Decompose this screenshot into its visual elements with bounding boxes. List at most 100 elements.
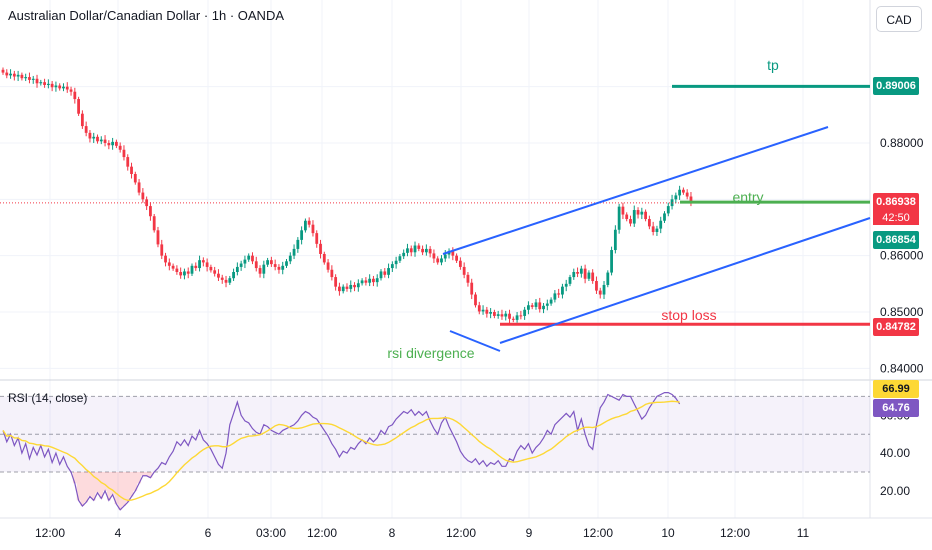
candle-body-142 — [538, 302, 542, 310]
channel-upper-line — [442, 126, 829, 255]
candle-body-56 — [213, 270, 217, 274]
candle-body-121 — [458, 260, 462, 267]
candle-body-25 — [96, 136, 99, 142]
candle-body-7 — [28, 77, 31, 80]
candle-body-138 — [523, 309, 527, 316]
candle-body-175 — [663, 213, 666, 221]
candle-body-57 — [217, 273, 220, 278]
candle-body-181 — [685, 192, 689, 197]
candle-body-130 — [493, 312, 496, 316]
candle-body-22 — [84, 126, 88, 133]
candle-body-86 — [326, 262, 330, 270]
candle-body-102 — [387, 268, 390, 275]
time-tick-3: 03:00 — [256, 526, 286, 540]
candle-body-72 — [273, 264, 277, 267]
candle-body-67 — [254, 261, 258, 269]
candle-body-174 — [659, 220, 663, 229]
candle-body-109 — [413, 245, 417, 253]
candle-body-180 — [682, 189, 685, 193]
time-tick-7: 9 — [526, 526, 533, 540]
candle-body-134 — [508, 313, 511, 319]
candle-body-21 — [80, 113, 84, 127]
candle-body-170 — [644, 211, 647, 220]
candle-body-47 — [179, 272, 183, 276]
candle-body-107 — [406, 248, 409, 253]
candle-body-66 — [251, 255, 254, 262]
rsi-value-tag: 66.99 — [873, 380, 919, 398]
candle-body-108 — [409, 248, 413, 253]
candle-body-46 — [175, 268, 179, 273]
candle-body-103 — [390, 264, 394, 269]
candle-body-61 — [232, 272, 235, 279]
currency-button[interactable]: CAD — [876, 6, 922, 32]
rsi-tick-1: 40.00 — [880, 446, 910, 460]
candle-body-89 — [338, 286, 341, 292]
candle-body-80 — [304, 220, 307, 231]
candle-body-9 — [35, 78, 39, 84]
candle-body-4 — [16, 74, 20, 77]
candle-body-20 — [77, 99, 80, 114]
candle-body-26 — [99, 139, 103, 142]
time-tick-10: 12:00 — [720, 526, 750, 540]
candle-body-30 — [115, 141, 118, 146]
candle-body-38 — [145, 199, 149, 207]
candle-body-84 — [319, 243, 322, 254]
candle-body-44 — [167, 262, 171, 266]
candle-body-77 — [292, 248, 296, 256]
candle-body-1 — [5, 72, 9, 76]
candle-body-140 — [530, 305, 534, 307]
candle-body-148 — [561, 286, 564, 295]
candle-body-146 — [553, 293, 557, 300]
candle-body-112 — [424, 248, 428, 253]
candle-body-166 — [629, 219, 632, 224]
candle-body-160 — [606, 272, 610, 285]
candle-body-17 — [65, 86, 69, 90]
candle-body-11 — [43, 82, 46, 85]
time-tick-4: 12:00 — [307, 526, 337, 540]
candle-body-88 — [334, 277, 338, 287]
candle-body-14 — [54, 85, 58, 88]
candle-body-137 — [519, 315, 523, 317]
candle-body-28 — [107, 143, 111, 146]
candle-body-69 — [262, 264, 266, 274]
channel-lower-line — [499, 217, 871, 344]
candle-body-31 — [118, 145, 122, 150]
candle-body-42 — [160, 244, 164, 256]
candle-body-132 — [500, 314, 504, 317]
price-tick-1: 0.86000 — [880, 249, 924, 263]
candle-body-40 — [152, 216, 156, 231]
candle-body-169 — [640, 211, 644, 215]
time-tick-11: 11 — [797, 526, 810, 540]
candle-body-159 — [602, 284, 606, 295]
candle-body-37 — [141, 192, 145, 200]
trade-levels — [0, 84, 871, 352]
candle-body-182 — [689, 196, 693, 203]
candle-body-98 — [372, 278, 375, 283]
candle-body-27 — [103, 139, 107, 143]
candle-body-131 — [496, 314, 500, 316]
time-tick-5: 8 — [389, 526, 396, 540]
rsi-title: RSI (14, close) — [8, 391, 88, 405]
candle-body-145 — [549, 299, 553, 304]
rsi-line — [2, 392, 681, 511]
candle-body-162 — [613, 229, 617, 251]
candle-body-81 — [307, 220, 311, 225]
candle-body-23 — [88, 132, 92, 139]
time-tick-8: 12:00 — [583, 526, 613, 540]
candle-body-76 — [288, 255, 292, 262]
candle-body-75 — [285, 261, 288, 266]
candle-body-106 — [402, 252, 406, 257]
candle-body-35 — [133, 173, 137, 183]
candle-body-36 — [137, 182, 141, 193]
countdown-tag: 42:50 — [873, 211, 919, 225]
candle-body-59 — [224, 279, 228, 283]
entry-label: entry — [732, 189, 763, 205]
candle-body-99 — [375, 278, 379, 283]
candle-body-135 — [511, 318, 515, 320]
candle-body-155 — [587, 272, 591, 279]
candle-body-43 — [164, 255, 167, 263]
candle-body-92 — [349, 284, 353, 289]
candle-body-52 — [198, 260, 201, 269]
candle-body-101 — [383, 271, 387, 275]
